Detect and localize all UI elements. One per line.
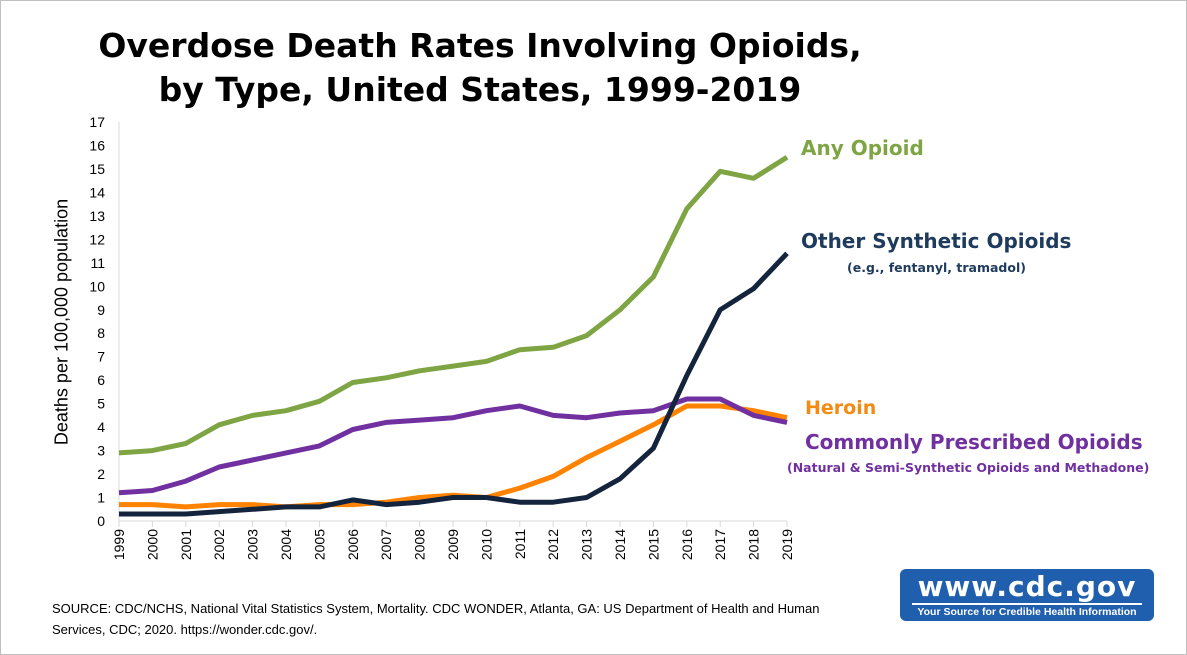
x-tick-label: 2017 — [712, 529, 728, 560]
y-tick-label: 12 — [89, 231, 105, 247]
x-tick-label: 2018 — [746, 529, 762, 560]
chart-title-line-1: Overdose Death Rates Involving Opioids, — [98, 26, 862, 65]
x-tick-label: 2013 — [579, 529, 595, 560]
y-tick-label: 1 — [97, 490, 105, 506]
x-tick-label: 2007 — [378, 529, 394, 560]
y-tick-label: 6 — [97, 372, 105, 388]
y-tick-label: 4 — [97, 419, 105, 435]
legend-heroin: Heroin — [805, 397, 877, 419]
x-tick-label: 2005 — [311, 529, 327, 560]
y-tick-label: 13 — [89, 208, 105, 224]
x-tick-label: 2011 — [512, 529, 528, 559]
legend-commonly-prescribed-opioids: Commonly Prescribed Opioids — [805, 430, 1143, 454]
x-tick-label: 2001 — [178, 529, 194, 560]
x-tick-label: 1999 — [111, 529, 127, 560]
series-other-synthetic-opioids — [119, 251, 789, 517]
legend-other-synthetic-opioids: Other Synthetic Opioids — [801, 229, 1072, 253]
x-tick-label: 2015 — [645, 529, 661, 560]
x-tick-label: 2014 — [612, 529, 628, 560]
series-heroin — [119, 403, 788, 510]
y-tick-label: 3 — [97, 443, 105, 459]
y-tick-label: 5 — [97, 396, 105, 412]
x-tick-label: 2009 — [445, 529, 461, 560]
x-tick-label: 2004 — [278, 529, 294, 560]
x-tick-label: 2010 — [478, 529, 494, 560]
legend-other-synthetic-subtitle: (e.g., fentanyl, tramadol) — [847, 260, 1026, 275]
series-any-opioid — [118, 155, 789, 456]
y-tick-label: 2 — [97, 466, 105, 482]
legend-commonly-prescribed-subtitle: (Natural & Semi-Synthetic Opioids and Me… — [787, 460, 1150, 475]
y-tick-label: 14 — [89, 184, 105, 200]
chart-title: Overdose Death Rates Involving Opioids, … — [60, 24, 900, 112]
y-tick-label: 15 — [89, 161, 105, 177]
y-tick-label: 8 — [97, 325, 105, 341]
x-tick-label: 2002 — [211, 529, 227, 560]
series-commonly-prescribed-opioids — [118, 396, 788, 496]
cdc-logo-tagline: Your Source for Credible Health Informat… — [917, 606, 1137, 618]
x-tick-label: 2016 — [679, 529, 695, 560]
y-tick-label: 11 — [90, 255, 105, 271]
chart-title-line-2: by Type, United States, 1999-2019 — [158, 70, 802, 109]
y-tick-label: 16 — [89, 137, 105, 153]
cdc-logo-divider — [912, 603, 1142, 605]
x-tick-label: 2006 — [345, 529, 361, 560]
y-tick-label: 7 — [97, 349, 105, 365]
y-tick-label: 10 — [89, 278, 105, 294]
y-tick-label: 0 — [97, 513, 105, 529]
cdc-logo-url: www.cdc.gov — [917, 570, 1137, 603]
legend-any-opioid: Any Opioid — [801, 136, 924, 160]
x-tick-label: 2012 — [545, 529, 561, 560]
x-tick-label: 2019 — [779, 529, 795, 560]
x-tick-label: 2003 — [245, 529, 261, 560]
x-tick-label: 2008 — [412, 529, 428, 560]
y-tick-label: 17 — [89, 114, 105, 130]
x-tick-label: 2000 — [144, 529, 160, 560]
source-note: SOURCE: CDC/NCHS, National Vital Statist… — [52, 601, 820, 637]
cdc-logo[interactable]: www.cdc.gov Your Source for Credible Hea… — [900, 569, 1154, 621]
y-tick-label: 9 — [97, 302, 105, 318]
